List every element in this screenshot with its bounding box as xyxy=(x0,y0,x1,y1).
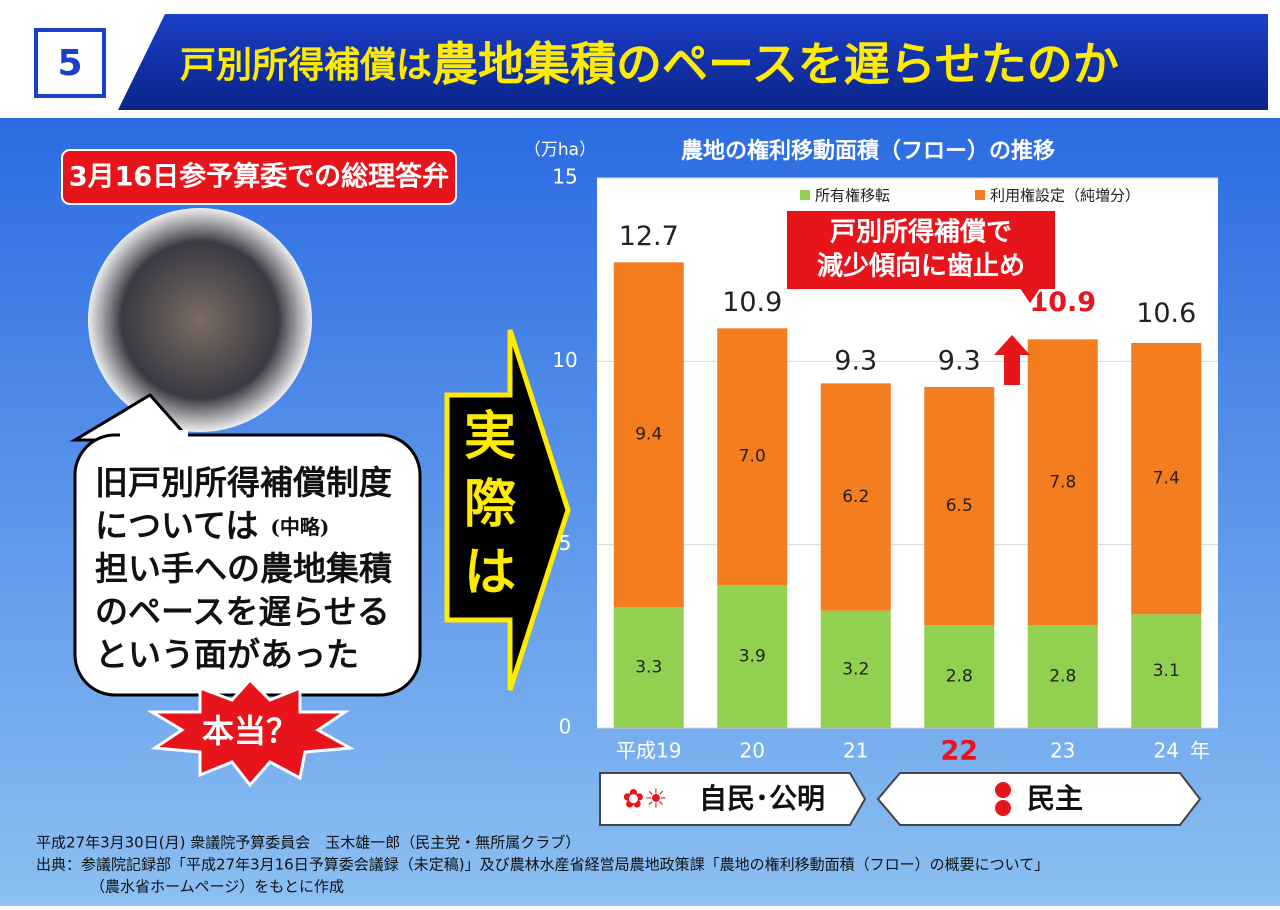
value-label: 7.8 xyxy=(1049,472,1076,492)
burst xyxy=(146,677,355,788)
total-label: 10.6 xyxy=(1136,298,1196,329)
title-lead: 戸別所得補償は xyxy=(180,45,432,86)
x-tick-label: 平成19 xyxy=(616,739,681,763)
bar-segment xyxy=(1131,343,1202,615)
bar-segment xyxy=(924,387,995,626)
x-tick-label: 22 xyxy=(940,736,978,767)
y-tick-label: 10 xyxy=(552,348,577,372)
quote-heading: 3月16日参予算委での総理答弁 xyxy=(69,161,449,193)
x-tick-label: 21 xyxy=(843,739,868,763)
bar-segment xyxy=(717,328,788,585)
value-label: 3.9 xyxy=(739,647,766,667)
quote-line: 旧戸別所得補償制度 xyxy=(95,463,392,502)
photo xyxy=(88,208,312,432)
value-label: 6.2 xyxy=(842,487,869,507)
value-label: 2.8 xyxy=(946,667,973,687)
bar-segment xyxy=(1027,625,1098,728)
value-label: 3.3 xyxy=(635,658,662,678)
bar-segment xyxy=(717,585,788,728)
bubble-join xyxy=(120,430,188,442)
legend-label: 利用権設定（純増分） xyxy=(990,187,1140,205)
bar-segment xyxy=(1027,339,1098,626)
x-tick-label: 24 xyxy=(1154,739,1179,763)
value-label: 7.4 xyxy=(1153,469,1180,489)
bar-segment xyxy=(820,383,891,611)
value-label: 7.0 xyxy=(739,447,766,467)
big-arrow xyxy=(444,329,571,691)
footer-line: 出典：参議院記録部「平成27年3月16日予算委会議録（未定稿)」及び農林水産省経… xyxy=(36,856,1049,874)
x-tick-label: 20 xyxy=(740,739,765,763)
value-label: 3.1 xyxy=(1153,661,1180,681)
arrow-char: 実 xyxy=(464,407,516,467)
callout-line: 戸別所得補償で xyxy=(830,218,1012,248)
bar-segment xyxy=(1131,614,1202,728)
bar-segment xyxy=(820,610,891,728)
arrow-char: 際 xyxy=(464,475,516,535)
total-label: 9.3 xyxy=(938,346,981,377)
y-tick-label: 5 xyxy=(559,531,572,555)
number-box xyxy=(34,28,106,98)
x-unit: 年 xyxy=(1190,739,1210,763)
title-main: 農地集積のペースを遅らせたのか xyxy=(432,37,1119,91)
up-arrow xyxy=(994,335,1030,385)
y-tick-label: 0 xyxy=(559,715,572,739)
party-icon: ✿☀ xyxy=(622,785,667,815)
value-label: 3.2 xyxy=(842,659,869,679)
period-label: 自民･公明 xyxy=(699,782,825,815)
quote-line: 担い手への農地集積 xyxy=(95,549,392,588)
bar-segment xyxy=(613,262,684,607)
party-icon xyxy=(995,782,1011,798)
x-tick-label: 23 xyxy=(1050,739,1075,763)
quote-aside: (中略) xyxy=(270,515,329,539)
y-tick-label: 15 xyxy=(552,165,577,189)
total-label: 12.7 xyxy=(619,221,679,252)
burst-text: 本当？ xyxy=(202,712,298,750)
legend-label: 所有権移転 xyxy=(815,187,890,205)
total-label: 9.3 xyxy=(834,346,877,377)
legend-swatch xyxy=(800,190,810,200)
period-box xyxy=(876,772,1202,826)
callout-box xyxy=(785,209,1057,307)
callout-line: 減少傾向に歯止め xyxy=(817,251,1025,282)
footer-line: （農水省ホームページ）をもとに作成 xyxy=(90,878,344,896)
legend-swatch xyxy=(975,190,985,200)
value-label: 6.5 xyxy=(946,496,973,516)
party-icon xyxy=(995,800,1011,816)
quote-heading-box xyxy=(61,149,457,205)
period-box xyxy=(599,772,867,826)
footer-line: 平成27年3月30日(月) 衆議院予算委員会 玉木雄一郎（民主党・無所属クラブ） xyxy=(36,834,580,852)
quote-line: のペースを遅らせる xyxy=(95,592,390,631)
value-label: 2.8 xyxy=(1049,667,1076,687)
quote-line: という面があった xyxy=(95,635,359,674)
total-label: 10.9 xyxy=(1029,287,1096,318)
slide-number: 5 xyxy=(57,43,82,84)
period-label: 民主 xyxy=(1027,782,1083,815)
slide-title: 戸別所得補償は農地集積のペースを遅らせたのか xyxy=(180,37,1119,91)
total-label: 10.9 xyxy=(722,287,782,318)
arrow-char: は xyxy=(464,543,516,603)
bar-segment xyxy=(613,607,684,728)
title-bar xyxy=(118,14,1268,110)
y-unit: （万ha） xyxy=(524,140,596,160)
chart-title: 農地の権利移動面積（フロー）の推移 xyxy=(681,138,1055,164)
bar-segment xyxy=(924,625,995,728)
value-label: 9.4 xyxy=(635,425,662,445)
